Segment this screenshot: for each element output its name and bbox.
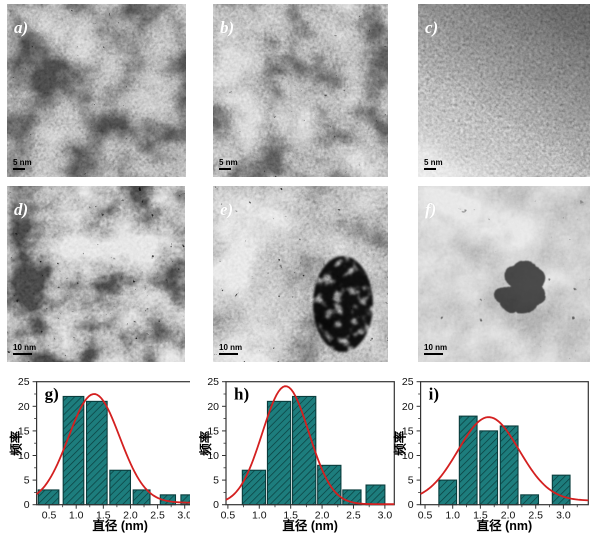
svg-text:25: 25 [207,376,219,388]
svg-text:频率: 频率 [9,430,24,456]
svg-text:直径 (nm): 直径 (nm) [477,518,533,533]
svg-text:2.5: 2.5 [346,510,361,522]
svg-text:20: 20 [402,401,414,413]
svg-text:h): h) [234,385,249,404]
svg-text:2.5: 2.5 [150,510,165,522]
svg-text:1.0: 1.0 [252,510,267,522]
svg-text:0.5: 0.5 [418,510,433,522]
svg-text:直径 (nm): 直径 (nm) [282,518,338,533]
svg-text:0.5: 0.5 [42,510,57,522]
svg-text:0: 0 [24,499,30,511]
svg-text:g): g) [45,385,59,404]
svg-text:25: 25 [18,376,30,388]
svg-text:0.5: 0.5 [221,510,236,522]
svg-text:1.0: 1.0 [445,510,460,522]
svg-text:20: 20 [207,401,219,413]
svg-text:3.0: 3.0 [556,510,571,522]
svg-text:20: 20 [18,401,30,413]
svg-text:i): i) [429,385,439,404]
svg-text:3.0: 3.0 [378,510,393,522]
svg-text:直径 (nm): 直径 (nm) [92,518,148,533]
svg-text:5: 5 [213,475,219,487]
svg-text:频率: 频率 [198,430,213,456]
svg-text:0: 0 [213,499,219,511]
svg-text:25: 25 [402,376,414,388]
svg-text:5: 5 [24,475,30,487]
svg-text:5: 5 [408,475,414,487]
svg-text:频率: 频率 [393,430,408,456]
svg-text:0: 0 [408,499,414,511]
svg-text:1.0: 1.0 [69,510,84,522]
